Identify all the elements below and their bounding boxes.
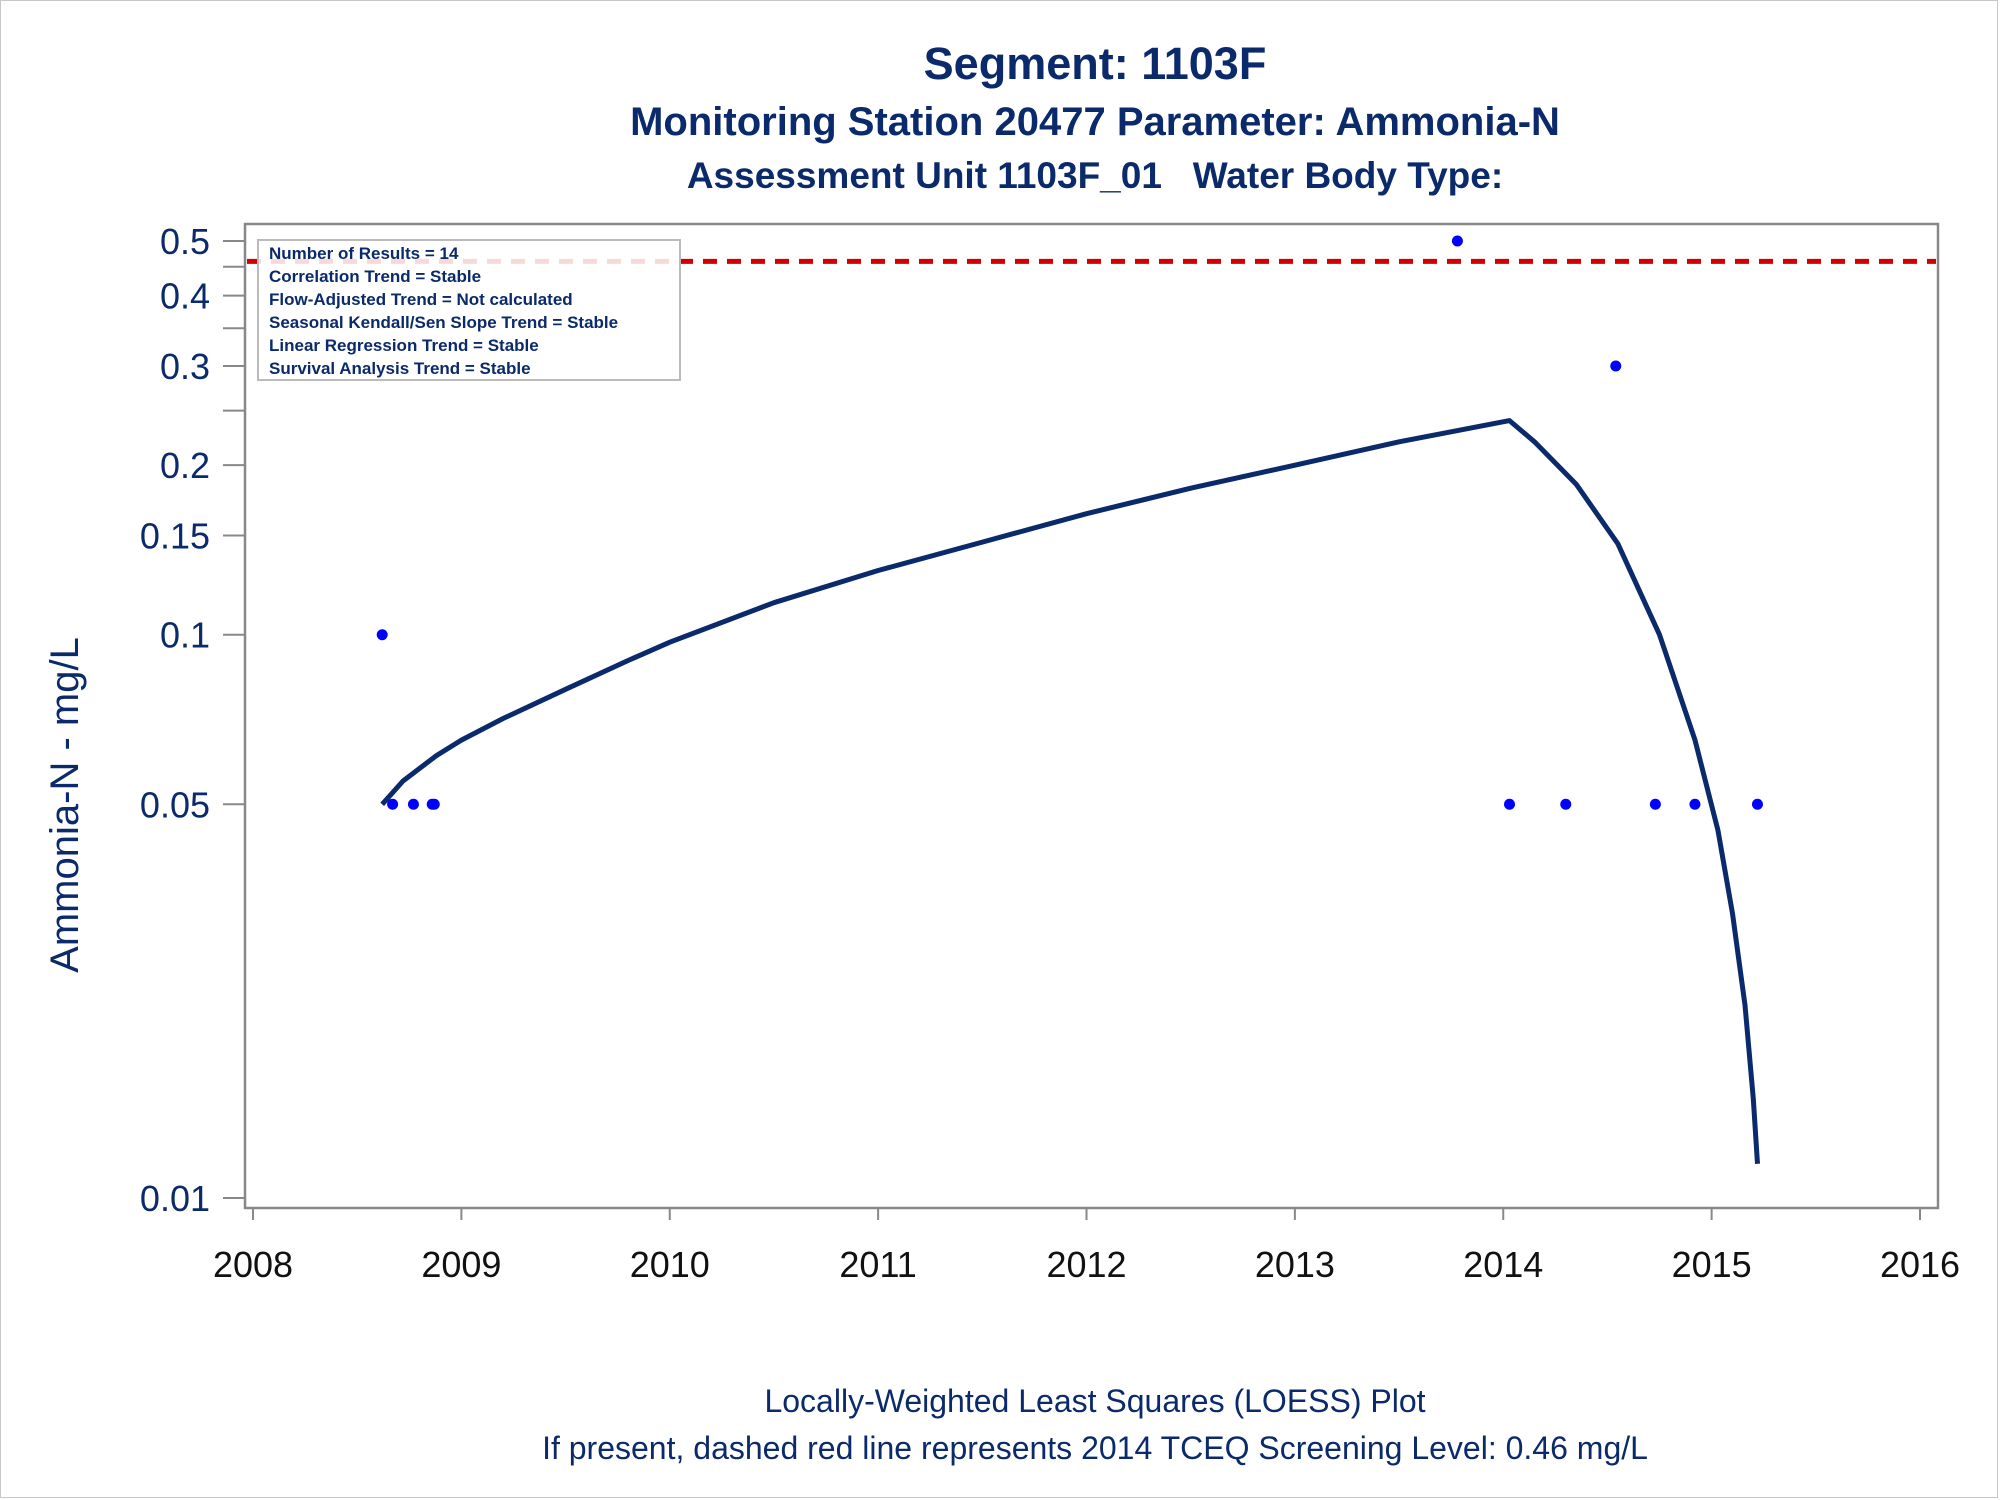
data-point (1451, 235, 1463, 247)
data-point (428, 798, 440, 810)
y-tick-label: 0.05 (140, 784, 210, 825)
x-tick-label: 2009 (421, 1244, 501, 1285)
y-tick-label: 0.5 (160, 221, 210, 262)
stats-inset-line: Number of Results = 14 (269, 244, 459, 263)
footnote-screening-level: If present, dashed red line represents 2… (542, 1430, 1648, 1466)
chart-subtitle-assessment-unit: Assessment Unit 1103F_01 Water Body Type… (686, 155, 1504, 196)
data-point (376, 629, 388, 641)
x-tick-label: 2008 (213, 1244, 293, 1285)
y-tick-label: 0.01 (140, 1178, 210, 1219)
y-tick-label: 0.4 (160, 276, 210, 317)
x-tick-label: 2010 (630, 1244, 710, 1285)
data-point (1560, 798, 1572, 810)
plot-area-border (243, 222, 1940, 1210)
chart-subtitle-station: Monitoring Station 20477 Parameter: Ammo… (630, 100, 1560, 144)
y-tick-label: 0.2 (160, 445, 210, 486)
footnote-method: Locally-Weighted Least Squares (LOESS) P… (764, 1383, 1426, 1419)
stats-inset-line: Seasonal Kendall/Sen Slope Trend = Stabl… (269, 313, 618, 332)
y-tick-label: 0.3 (160, 346, 210, 387)
data-point (387, 798, 399, 810)
x-tick-label: 2014 (1463, 1244, 1543, 1285)
loess-curve (380, 418, 1760, 1164)
stats-inset-line: Correlation Trend = Stable (269, 267, 481, 286)
chart-title: Segment: 1103F (923, 38, 1267, 89)
data-point (1649, 798, 1661, 810)
data-point (1751, 798, 1763, 810)
stats-inset-line: Survival Analysis Trend = Stable (269, 359, 531, 378)
stats-inset-line: Flow-Adjusted Trend = Not calculated (269, 290, 573, 309)
x-tick-label: 2011 (839, 1244, 916, 1285)
y-tick-label: 0.1 (160, 615, 210, 656)
data-point (407, 798, 419, 810)
x-tick-label: 2013 (1255, 1244, 1335, 1285)
data-point (1689, 798, 1701, 810)
y-axis-label: Ammonia-N - mg/L (43, 637, 87, 973)
data-point (1504, 798, 1516, 810)
x-tick-label: 2012 (1046, 1244, 1126, 1285)
y-tick-label: 0.15 (140, 516, 210, 557)
x-tick-label: 2016 (1880, 1244, 1960, 1285)
data-point (1610, 360, 1622, 372)
stats-inset-box (257, 239, 681, 381)
stats-inset-line: Linear Regression Trend = Stable (269, 336, 539, 355)
x-tick-label: 2015 (1672, 1244, 1752, 1285)
